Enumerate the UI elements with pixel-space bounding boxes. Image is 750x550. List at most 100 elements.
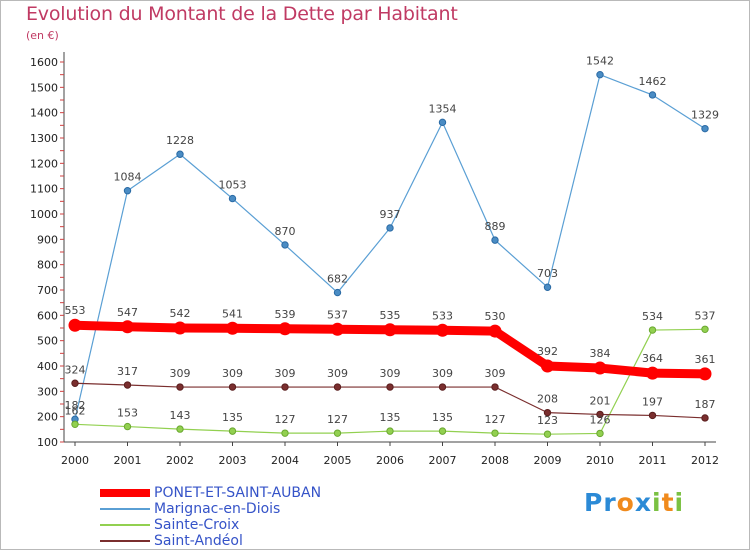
x-tick-label: 2007 xyxy=(429,454,457,467)
y-tick-label: 1500 xyxy=(30,81,58,94)
data-point-saint-andeol xyxy=(596,410,604,419)
data-label-marignac: 889 xyxy=(485,220,506,233)
legend-item-saint-andeol: Saint-Andéol xyxy=(100,533,321,549)
x-tick-label: 2005 xyxy=(324,454,352,467)
x-tick-label: 2012 xyxy=(691,454,719,467)
data-label-marignac: 1084 xyxy=(114,171,142,184)
data-point-saint-andeol xyxy=(333,383,342,391)
x-tick-label: 2008 xyxy=(481,454,509,467)
x-tick-label: 2003 xyxy=(219,454,247,467)
data-label-sainte-croix: 135 xyxy=(432,411,453,424)
data-point-sainte-croix xyxy=(491,429,499,437)
data-label-saint-andeol: 309 xyxy=(222,367,243,380)
data-point-marignac xyxy=(228,194,237,203)
x-tick-label: 2010 xyxy=(586,454,614,467)
data-point-saint-andeol xyxy=(543,408,552,417)
data-point-saint-andeol xyxy=(71,379,79,387)
data-point-ponet xyxy=(278,322,292,336)
legend-item-sainte-croix: Sainte-Croix xyxy=(100,517,321,533)
data-point-ponet xyxy=(173,321,187,335)
data-label-ponet: 542 xyxy=(170,307,191,320)
data-label-marignac: 1354 xyxy=(429,102,457,115)
data-label-ponet: 361 xyxy=(695,353,716,366)
data-point-saint-andeol xyxy=(123,381,132,389)
data-label-saint-andeol: 187 xyxy=(695,398,716,411)
y-tick-label: 500 xyxy=(37,335,58,348)
data-point-saint-andeol xyxy=(386,383,394,391)
y-tick-label: 1200 xyxy=(30,157,58,170)
x-tick-label: 2006 xyxy=(376,454,404,467)
data-label-marignac: 870 xyxy=(275,225,296,238)
data-label-sainte-croix: 127 xyxy=(485,413,506,426)
data-point-sainte-croix xyxy=(438,427,447,435)
y-tick-label: 1100 xyxy=(30,183,58,196)
y-tick-label: 700 xyxy=(37,284,58,297)
data-point-ponet xyxy=(226,321,239,335)
data-label-saint-andeol: 309 xyxy=(170,367,191,380)
data-label-sainte-croix: 127 xyxy=(275,413,296,426)
data-label-sainte-croix: 537 xyxy=(695,309,716,322)
data-label-saint-andeol: 309 xyxy=(432,367,453,380)
data-point-ponet xyxy=(121,320,134,334)
legend-swatch-ponet xyxy=(100,489,150,497)
data-point-marignac xyxy=(438,118,447,127)
data-point-ponet xyxy=(646,366,659,380)
data-point-sainte-croix xyxy=(281,429,289,437)
legend-label-ponet: PONET-ET-SAINT-AUBAN xyxy=(154,485,322,501)
data-label-marignac: 703 xyxy=(537,267,558,280)
data-label-saint-andeol: 201 xyxy=(590,394,611,407)
data-label-saint-andeol: 317 xyxy=(117,365,138,378)
data-label-sainte-croix: 127 xyxy=(327,413,348,426)
y-tick-label: 600 xyxy=(37,309,58,322)
data-point-ponet xyxy=(541,359,554,373)
data-point-sainte-croix xyxy=(71,420,79,428)
chart-title: Evolution du Montant de la Dette par Hab… xyxy=(26,3,458,25)
data-label-marignac: 1542 xyxy=(586,55,614,68)
data-label-ponet: 533 xyxy=(432,309,453,322)
data-point-ponet xyxy=(68,318,82,332)
data-label-sainte-croix: 123 xyxy=(537,414,558,427)
data-point-marignac xyxy=(281,241,289,249)
legend-label-marignac: Marignac-en-Diois xyxy=(154,501,281,517)
chart-subtitle: (en €) xyxy=(26,29,59,42)
data-point-sainte-croix xyxy=(386,427,394,435)
data-point-saint-andeol xyxy=(491,383,499,391)
y-tick-label: 300 xyxy=(37,385,58,398)
data-point-sainte-croix xyxy=(176,425,184,433)
data-label-ponet: 539 xyxy=(275,308,296,321)
data-label-marignac: 1329 xyxy=(691,109,719,122)
data-label-marignac: 182 xyxy=(65,399,86,412)
legend-label-saint-andeol: Saint-Andéol xyxy=(154,533,243,549)
data-label-saint-andeol: 208 xyxy=(537,393,558,406)
data-label-sainte-croix: 143 xyxy=(170,409,191,422)
data-label-ponet: 530 xyxy=(485,310,506,323)
data-point-marignac xyxy=(333,288,342,297)
data-point-ponet xyxy=(436,323,449,337)
legend-swatch-saint-andeol xyxy=(100,540,150,542)
data-point-marignac xyxy=(701,124,709,133)
data-label-sainte-croix: 135 xyxy=(222,411,243,424)
data-label-ponet: 535 xyxy=(380,309,401,322)
legend-item-ponet: PONET-ET-SAINT-AUBAN xyxy=(100,485,321,501)
data-label-marignac: 937 xyxy=(380,208,401,221)
data-label-ponet: 364 xyxy=(642,352,663,365)
data-point-marignac xyxy=(596,70,604,79)
data-label-saint-andeol: 309 xyxy=(485,367,506,380)
data-label-marignac: 1228 xyxy=(166,134,194,147)
data-label-saint-andeol: 309 xyxy=(275,367,296,380)
data-label-ponet: 547 xyxy=(117,306,138,319)
data-point-ponet xyxy=(331,322,344,336)
data-point-ponet xyxy=(593,361,607,375)
data-point-ponet xyxy=(698,367,712,381)
data-point-marignac xyxy=(648,91,657,99)
y-tick-label: 1300 xyxy=(30,132,58,145)
data-label-sainte-croix: 126 xyxy=(590,413,611,426)
legend-swatch-marignac xyxy=(100,508,150,510)
data-point-saint-andeol xyxy=(701,414,709,422)
data-label-sainte-croix: 153 xyxy=(117,407,138,420)
y-tick-label: 800 xyxy=(37,259,58,272)
data-label-sainte-croix: 162 xyxy=(65,404,86,417)
data-point-sainte-croix xyxy=(701,325,709,333)
legend: PONET-ET-SAINT-AUBAN Marignac-en-Diois S… xyxy=(100,485,321,549)
